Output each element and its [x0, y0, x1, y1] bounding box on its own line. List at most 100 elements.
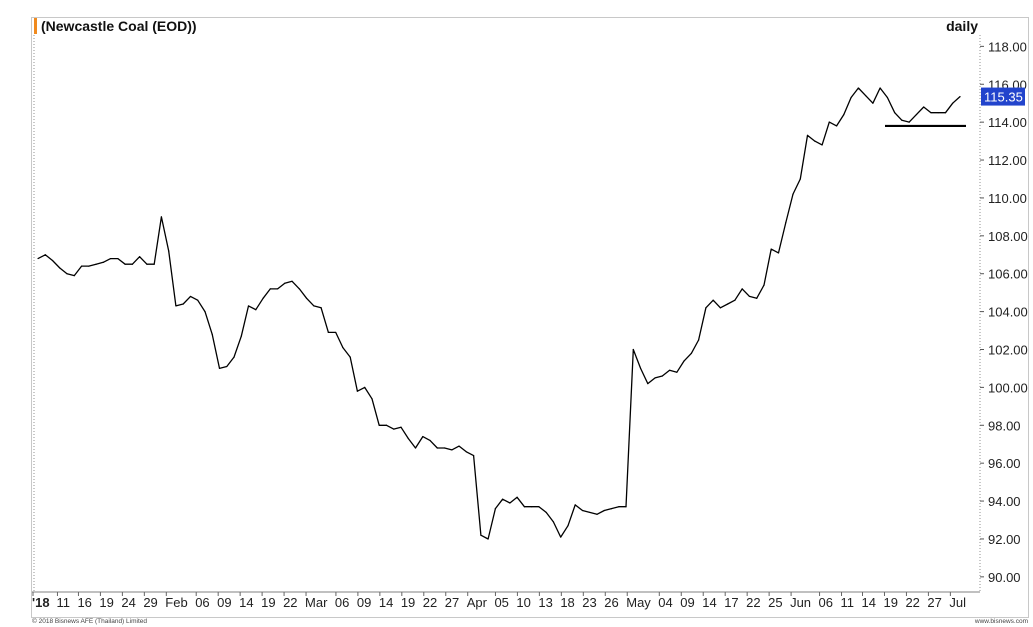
x-tick-label: 06: [195, 595, 209, 610]
data-point: [400, 426, 402, 428]
data-point: [306, 297, 308, 299]
data-point: [828, 121, 830, 123]
data-point: [95, 263, 97, 265]
y-tick-label: 106.00: [988, 267, 1028, 282]
data-point: [872, 102, 874, 104]
data-point: [930, 112, 932, 114]
data-point: [763, 284, 765, 286]
y-tick-label: 96.00: [988, 456, 1021, 471]
chart-border: [31, 17, 1029, 618]
x-tick-label: Apr: [467, 595, 488, 610]
data-point: [799, 178, 801, 180]
data-point: [480, 534, 482, 536]
data-point: [712, 299, 714, 301]
data-point: [66, 273, 68, 275]
data-point: [952, 102, 954, 104]
data-point: [487, 538, 489, 540]
x-axis-ticks: '18 11 16 19 24 29 Feb 06 09 14 19 22 Mar 06 09 14 19 22 2…: [32, 592, 966, 610]
data-point: [879, 87, 881, 89]
data-point: [44, 254, 46, 256]
data-point: [385, 424, 388, 426]
x-tick-label: '18: [32, 595, 50, 610]
data-point: [88, 265, 90, 267]
y-tick-label: 100.00: [988, 380, 1028, 395]
data-point: [596, 513, 598, 515]
data-point: [516, 496, 518, 498]
x-tick-label: 06: [335, 595, 349, 610]
y-tick-label: 112.00: [988, 153, 1027, 168]
data-point: [494, 508, 496, 510]
data-point: [146, 263, 148, 265]
data-point: [175, 305, 177, 307]
data-point: [291, 280, 293, 282]
y-tick-label: 110.00: [988, 191, 1027, 206]
data-point: [240, 335, 242, 337]
data-point: [131, 263, 133, 265]
data-point: [320, 307, 322, 309]
data-point: [204, 311, 206, 313]
data-point: [356, 390, 359, 392]
data-point: [610, 508, 613, 510]
x-tick-label: 04: [658, 595, 672, 610]
data-point: [313, 305, 315, 307]
data-point: [509, 502, 511, 504]
copyright-text: © 2018 Bisnews AFE (Thailand) Limited: [32, 617, 147, 625]
data-point: [560, 536, 562, 538]
x-tick-label: 22: [423, 595, 437, 610]
data-point: [959, 95, 961, 98]
data-point: [269, 288, 271, 290]
data-point: [698, 339, 700, 341]
data-point: [865, 95, 867, 97]
chart-title: (Newcastle Coal (EOD)): [41, 18, 197, 34]
data-point: [661, 375, 663, 377]
data-point: [690, 352, 692, 354]
x-tick-label: 27: [927, 595, 941, 610]
data-point: [168, 250, 170, 252]
data-point: [255, 309, 257, 311]
data-point: [538, 506, 540, 508]
x-tick-label: 25: [768, 595, 782, 610]
data-point: [443, 447, 446, 449]
data-point: [552, 521, 555, 523]
x-tick-label: 14: [239, 595, 253, 610]
x-tick-label: 23: [582, 595, 596, 610]
x-tick-label: 18: [560, 595, 574, 610]
data-point: [51, 259, 54, 262]
data-point: [80, 265, 83, 267]
y-axis-ticks: 90.00 92.00 94.00 96.00 98.00 100.00 102.00 104…: [980, 39, 1028, 585]
x-tick-label: 29: [143, 595, 157, 610]
data-point: [218, 367, 221, 370]
data-point: [792, 193, 794, 195]
data-point: [581, 509, 584, 512]
y-tick-label: 102.00: [988, 342, 1028, 357]
data-point: [806, 134, 809, 137]
x-tick-label: 19: [883, 595, 897, 610]
x-tick-label: 11: [841, 595, 855, 610]
x-tick-label: 13: [538, 595, 552, 610]
data-point: [748, 295, 751, 298]
data-point: [37, 257, 39, 260]
x-tick-label: 19: [261, 595, 275, 610]
data-point: [734, 299, 736, 301]
data-point: [669, 369, 671, 371]
data-point: [683, 360, 685, 362]
data-point: [226, 365, 228, 368]
y-tick-label: 108.00: [988, 229, 1028, 244]
data-point: [625, 506, 627, 508]
website-text: www.bisnews.com: [974, 618, 1028, 625]
x-tick-label: 17: [724, 595, 738, 610]
data-point: [139, 256, 141, 258]
data-point: [639, 367, 642, 370]
data-point: [923, 106, 925, 108]
data-point: [465, 451, 467, 453]
data-point: [349, 356, 351, 358]
data-point: [160, 216, 163, 218]
data-point: [545, 511, 547, 514]
data-point: [705, 307, 707, 309]
data-point: [603, 509, 605, 512]
data-point: [821, 144, 823, 146]
data-point: [814, 140, 816, 142]
period-label: daily: [946, 18, 978, 34]
data-point: [233, 356, 235, 358]
